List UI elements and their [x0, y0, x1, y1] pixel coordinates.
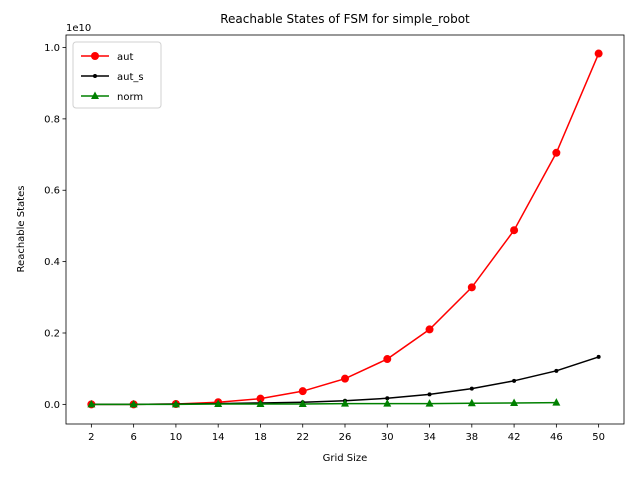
- marker: [298, 387, 307, 396]
- marker: [91, 52, 99, 60]
- marker: [385, 396, 390, 401]
- marker: [427, 392, 432, 397]
- y-tick-label: 0.6: [44, 186, 60, 197]
- marker: [129, 399, 138, 408]
- x-tick-label: 14: [212, 432, 225, 443]
- marker: [425, 399, 434, 407]
- y-offset-label: 1e10: [66, 23, 91, 34]
- marker: [596, 354, 601, 359]
- marker: [341, 374, 349, 383]
- y-tick-label: 1.0: [44, 43, 60, 54]
- x-axis-label: Grid Size: [323, 453, 368, 464]
- marker: [467, 283, 476, 292]
- marker: [256, 394, 265, 403]
- y-tick-label: 0.4: [44, 257, 60, 268]
- marker: [298, 399, 307, 408]
- marker: [552, 148, 561, 157]
- x-tick-label: 50: [592, 432, 605, 443]
- x-tick-label: 46: [550, 432, 563, 443]
- y-axis-label: Reachable States: [16, 186, 27, 273]
- marker: [87, 399, 96, 408]
- marker: [93, 74, 97, 78]
- x-tick-label: 6: [130, 432, 136, 443]
- marker: [171, 399, 180, 408]
- marker: [383, 355, 392, 364]
- marker: [552, 398, 561, 406]
- marker: [467, 398, 476, 407]
- chart-title: Reachable States of FSM for simple_robot: [220, 12, 470, 26]
- series-line: [91, 53, 600, 406]
- marker: [214, 399, 223, 408]
- x-tick-label: 2: [88, 432, 94, 443]
- legend-label: norm: [117, 92, 143, 103]
- legend-label: aut_s: [117, 72, 144, 83]
- marker: [256, 399, 265, 408]
- marker: [425, 325, 434, 334]
- marker: [512, 378, 517, 383]
- marker: [510, 398, 519, 406]
- marker: [383, 399, 392, 407]
- y-tick-label: 0.2: [44, 328, 60, 339]
- marker: [341, 399, 349, 407]
- x-tick-label: 26: [339, 432, 352, 443]
- x-tick-label: 34: [423, 432, 436, 443]
- marker: [91, 91, 99, 99]
- marker: [510, 226, 519, 235]
- x-tick-label: 10: [170, 432, 183, 443]
- legend-label: aut: [117, 52, 133, 63]
- x-tick-label: 42: [508, 432, 521, 443]
- x-tick-label: 22: [296, 432, 309, 443]
- series-line: [91, 401, 557, 406]
- x-tick-label: 30: [381, 432, 394, 443]
- marker: [554, 368, 559, 373]
- y-tick-label: 0.8: [44, 114, 60, 125]
- marker: [469, 386, 474, 391]
- x-tick-label: 18: [254, 432, 267, 443]
- y-tick-label: 0.0: [44, 400, 60, 411]
- marker: [594, 49, 603, 58]
- x-tick-label: 38: [465, 432, 478, 443]
